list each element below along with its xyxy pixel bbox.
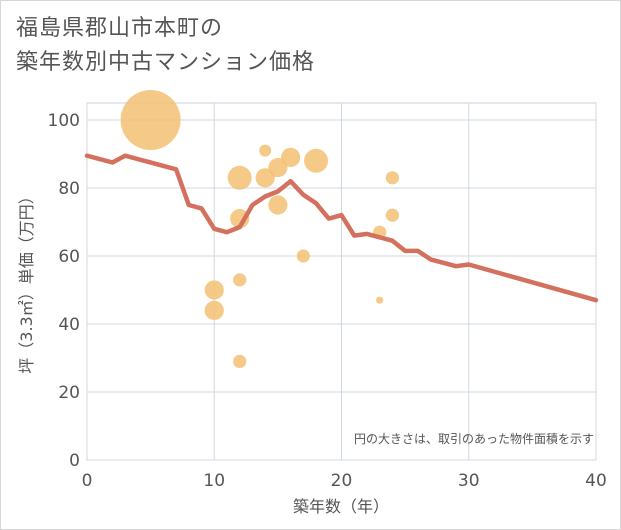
x-tick-label: 10 xyxy=(203,471,225,491)
y-tick-label: 20 xyxy=(58,383,80,403)
bubble xyxy=(385,171,399,185)
bubble xyxy=(204,300,224,320)
bubble xyxy=(385,208,399,222)
x-tick-label: 30 xyxy=(458,471,480,491)
y-tick-label: 100 xyxy=(48,111,80,131)
bubble xyxy=(227,165,252,190)
chart-title-line2: 築年数別中古マンション価格 xyxy=(16,50,316,75)
y-tick-label: 60 xyxy=(58,247,80,267)
bubble xyxy=(296,249,310,263)
x-axis-label: 築年数（年） xyxy=(293,497,389,516)
size-note: 円の大きさは、取引のあった物件面積を示す xyxy=(354,431,594,446)
x-tick-label: 40 xyxy=(585,471,607,491)
grid xyxy=(86,103,597,461)
series-lines xyxy=(84,153,599,303)
chart-title: 福島県郡山市本町の 築年数別中古マンション価格 xyxy=(16,12,315,80)
bubble xyxy=(259,144,272,157)
y-tick-label: 40 xyxy=(58,315,80,335)
chart-title-line1: 福島県郡山市本町の xyxy=(16,16,224,41)
bubble xyxy=(230,209,250,229)
x-tick-labels: 0 10 20 30 40 xyxy=(82,471,607,491)
bubble xyxy=(233,273,247,287)
x-tick-label: 0 xyxy=(82,471,93,491)
bubble xyxy=(304,148,329,173)
bubbles xyxy=(120,90,399,368)
bubble xyxy=(233,354,247,368)
y-tick-label: 0 xyxy=(69,451,80,471)
bubble xyxy=(281,147,301,167)
y-tick-label: 80 xyxy=(58,179,80,199)
bubble xyxy=(120,90,181,150)
y-tick-labels: 0 20 40 60 80 100 xyxy=(48,111,80,471)
x-tick-label: 20 xyxy=(331,471,353,491)
y-axis-label: 坪（3.3㎡）単価（万円） xyxy=(17,188,36,373)
bubble xyxy=(376,296,384,304)
bubble xyxy=(268,195,288,215)
bubble xyxy=(204,280,224,300)
trend-line xyxy=(84,153,599,303)
